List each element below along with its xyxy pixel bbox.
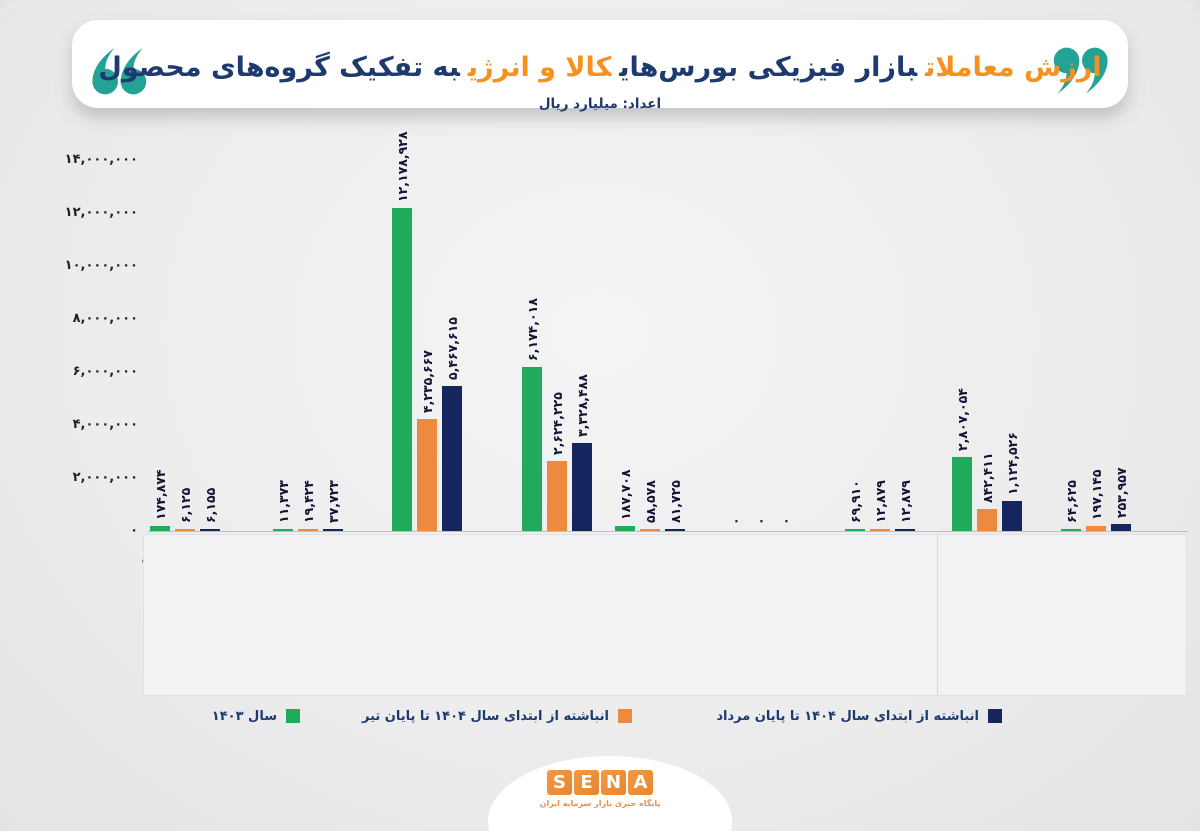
legend-label: انباشته از ابتدای سال ۱۴۰۴ تا پایان تیر: [361, 708, 609, 724]
bar-value-label: ۱۲,۸۷۹: [898, 480, 913, 524]
title-box: ارزش معاملاتبازار فیزیکی بورس‌هایکالا و …: [72, 20, 1128, 112]
x-axis-line: [148, 531, 1188, 532]
title-segment: ارزش معاملات: [925, 52, 1102, 83]
bar-value-label: ۱۸۷,۷۰۸: [618, 469, 633, 521]
y-tick-label: ۰: [130, 523, 138, 538]
bar-green-group7: [845, 529, 865, 531]
bar-value-label: ۱۹,۴۲۴: [301, 480, 316, 524]
y-tick-label: ۱۰,۰۰۰,۰۰۰: [64, 258, 138, 273]
bar-orange-group7: [870, 529, 890, 531]
bar-navy-group3: [442, 386, 462, 531]
bar-value-label: ۲,۸۰۷,۰۵۴: [955, 387, 970, 451]
legend-label: سال ۱۴۰۳: [211, 708, 277, 724]
legend-item-until-tir: انباشته از ابتدای سال ۱۴۰۴ تا پایان تیر: [362, 706, 632, 726]
bar-value-label: ۶۹,۹۱۰: [848, 480, 863, 524]
logo-letter: E: [574, 770, 599, 795]
bar-value-label: ۶,۱۵۵: [203, 488, 218, 524]
bar-navy-group4: [572, 442, 592, 531]
bar-orange-group8: [977, 508, 997, 531]
bar-navy-group1: [200, 529, 220, 531]
bar-green-group2: [273, 529, 293, 531]
bar-value-label: ۶۴,۶۲۵: [1064, 480, 1079, 524]
closing-quote-icon: [1052, 46, 1112, 96]
exchange-section-divider: [937, 534, 938, 696]
bar-navy-group5: [665, 528, 685, 531]
bar-orange-group9: [1086, 525, 1106, 531]
legend-swatch-green: [286, 709, 300, 723]
bar-navy-group9: [1111, 524, 1131, 531]
legend-item-until-mordad: انباشته از ابتدای سال ۱۴۰۴ تا پایان مردا…: [716, 706, 1002, 726]
bar-value-label: ۶,۱۷۴,۰۱۸: [525, 298, 540, 362]
bar-value-label: ۲۵۳,۹۵۷: [1114, 467, 1129, 519]
bar-value-label: ۵۸,۵۷۸: [643, 480, 658, 524]
title-segment: بازار فیزیکی بورس‌های: [619, 52, 918, 83]
bar-green-group8: [952, 456, 972, 531]
bar-value-label: ۰: [753, 517, 768, 525]
bar-value-label: ۲,۶۲۴,۲۲۵: [550, 392, 565, 456]
bar-value-label: ۱۲,۱۷۸,۹۲۸: [395, 131, 410, 203]
bar-value-label: ۳۷,۷۲۳: [326, 480, 341, 524]
bar-orange-group4: [547, 461, 567, 531]
logo-letter: A: [628, 770, 653, 795]
y-tick-label: ۸,۰۰۰,۰۰۰: [72, 311, 138, 326]
bar-green-group3: [392, 208, 412, 531]
opening-quote-icon: [88, 46, 148, 96]
logo-caption: پایگاه خبری بازار سرمایه ایران: [539, 799, 661, 808]
bar-value-label: ۱,۱۲۴,۵۲۶: [1005, 432, 1020, 496]
category-band: [143, 534, 1187, 696]
bar-value-label: ۱۷۴,۸۷۴: [153, 469, 168, 521]
logo-letter: S: [547, 770, 572, 795]
bar-green-group9: [1061, 529, 1081, 531]
bar-orange-group5: [640, 529, 660, 531]
bar-orange-group2: [298, 529, 318, 531]
bar-value-label: ۶,۱۲۵: [178, 488, 193, 524]
page-title: ارزش معاملاتبازار فیزیکی بورس‌هایکالا و …: [72, 52, 1128, 83]
bar-value-label: ۱۲,۸۷۹: [873, 480, 888, 524]
bar-orange-group3: [417, 418, 437, 531]
bar-green-group4: [522, 367, 542, 531]
bar-orange-group1: [175, 529, 195, 531]
bar-value-label: ۳,۳۲۸,۴۸۸: [575, 373, 590, 437]
legend-swatch-navy: [988, 709, 1002, 723]
bar-value-label: ۴,۲۳۵,۶۶۷: [420, 349, 435, 413]
bar-value-label: ۱۱,۳۷۳: [276, 480, 291, 524]
bar-value-label: ۰: [728, 517, 743, 525]
bar-value-label: ۱۹۷,۱۴۵: [1089, 469, 1104, 520]
chart-unit-note: اعداد: میلیارد ریال: [538, 96, 662, 112]
title-segment: به تفکیک گروه‌های محصول: [98, 52, 460, 83]
sena-logo-letters: S E N A: [547, 770, 653, 795]
title-segment: کالا و انرژی: [467, 52, 612, 83]
bar-green-group5: [615, 526, 635, 531]
y-tick-label: ۱۲,۰۰۰,۰۰۰: [64, 205, 138, 220]
bar-value-label: ۸۱,۷۲۵: [668, 479, 683, 523]
legend-item-year-1403: سال ۱۴۰۳: [212, 706, 300, 726]
bar-navy-group2: [323, 529, 343, 531]
bar-value-label: ۸۴۲,۴۱۱: [980, 452, 995, 503]
bar-value-label: ۰: [778, 517, 793, 525]
legend-swatch-orange: [618, 709, 632, 723]
logo-letter: N: [601, 770, 626, 795]
y-tick-label: ۱۴,۰۰۰,۰۰۰: [64, 152, 138, 167]
bar-green-group1: [150, 526, 170, 531]
legend-label: انباشته از ابتدای سال ۱۴۰۴ تا پایان مردا…: [716, 708, 979, 724]
y-tick-label: ۲,۰۰۰,۰۰۰: [72, 470, 138, 485]
bar-value-label: ۵,۴۶۷,۶۱۵: [445, 317, 460, 381]
y-tick-label: ۶,۰۰۰,۰۰۰: [72, 364, 138, 379]
sena-logo: S E N A پایگاه خبری بازار سرمایه ایران: [540, 770, 660, 808]
bar-navy-group8: [1002, 501, 1022, 531]
y-tick-label: ۴,۰۰۰,۰۰۰: [72, 417, 138, 432]
bar-navy-group7: [895, 529, 915, 531]
